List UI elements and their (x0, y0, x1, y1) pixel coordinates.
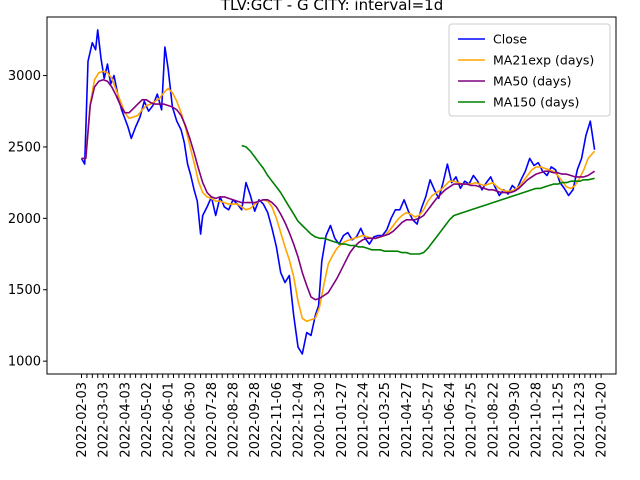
x-tick-label: 2022-01-20 (595, 382, 610, 458)
x-tick-label: 2022-06-30 (183, 382, 198, 458)
x-tick-label: 2022-07-28 (205, 382, 220, 458)
x-tick-label: 2022-12-04 (292, 382, 307, 458)
x-tick-label: 2021-05-27 (421, 382, 436, 458)
x-tick-label: 2022-04-03 (118, 382, 133, 458)
x-tick-label: 2022-02-03 (75, 382, 90, 458)
series-line-1 (81, 70, 596, 322)
x-tick-label: 2021-09-30 (508, 382, 523, 458)
series-line-2 (81, 79, 596, 301)
y-tick-label: 1500 (8, 283, 41, 298)
x-tick-label: 2022-03-03 (97, 382, 112, 458)
legend-box (448, 23, 611, 117)
x-tick-label: 2021-02-24 (356, 382, 371, 458)
x-tick-label: 2022-06-01 (162, 382, 177, 458)
x-tick-label: 2022-08-28 (227, 382, 242, 458)
legend-label-3: MA150 (days) (493, 95, 579, 110)
legend: Close MA21exp (days) MA50 (days) MA150 (day… (448, 23, 611, 117)
y-tick-label: 2000 (8, 212, 41, 227)
legend-label-2: MA50 (days) (493, 74, 571, 89)
series-line-3 (241, 144, 595, 255)
x-tick-label: 2021-01-27 (335, 382, 350, 458)
x-tick-label: 2020-12-30 (313, 382, 328, 458)
x-axis: 2022-02-03 2022-03-03 2022-04-03 2022-05-02… (75, 374, 610, 458)
chart-title: TLV:GCT - G CITY: interval=1d (220, 0, 443, 14)
x-tick-label: 2021-06-24 (443, 382, 458, 458)
x-tick-label: 2021-12-23 (573, 382, 588, 458)
y-tick-label: 1000 (8, 355, 41, 370)
plot-series (80, 29, 596, 355)
y-tick-label: 2500 (8, 140, 41, 155)
x-tick-label: 2021-10-28 (530, 382, 545, 458)
x-tick-label: 2021-03-25 (378, 382, 393, 458)
x-tick-label: 2021-04-27 (400, 382, 415, 458)
y-axis: 1000 1500 2000 2500 3000 (8, 69, 47, 370)
x-tick-label: 2021-08-22 (486, 382, 501, 458)
x-tick-label: 2022-05-02 (140, 382, 155, 458)
x-tick-label: 2021-07-25 (465, 382, 480, 458)
x-tick-label: 2021-11-25 (551, 382, 566, 458)
legend-label-0: Close (493, 32, 527, 47)
y-tick-label: 3000 (8, 69, 41, 84)
x-tick-label: 2022-09-28 (248, 382, 263, 458)
plot-frame (46, 16, 617, 375)
x-tick-label: 2022-11-06 (270, 382, 285, 458)
legend-label-1: MA21exp (days) (493, 53, 594, 68)
